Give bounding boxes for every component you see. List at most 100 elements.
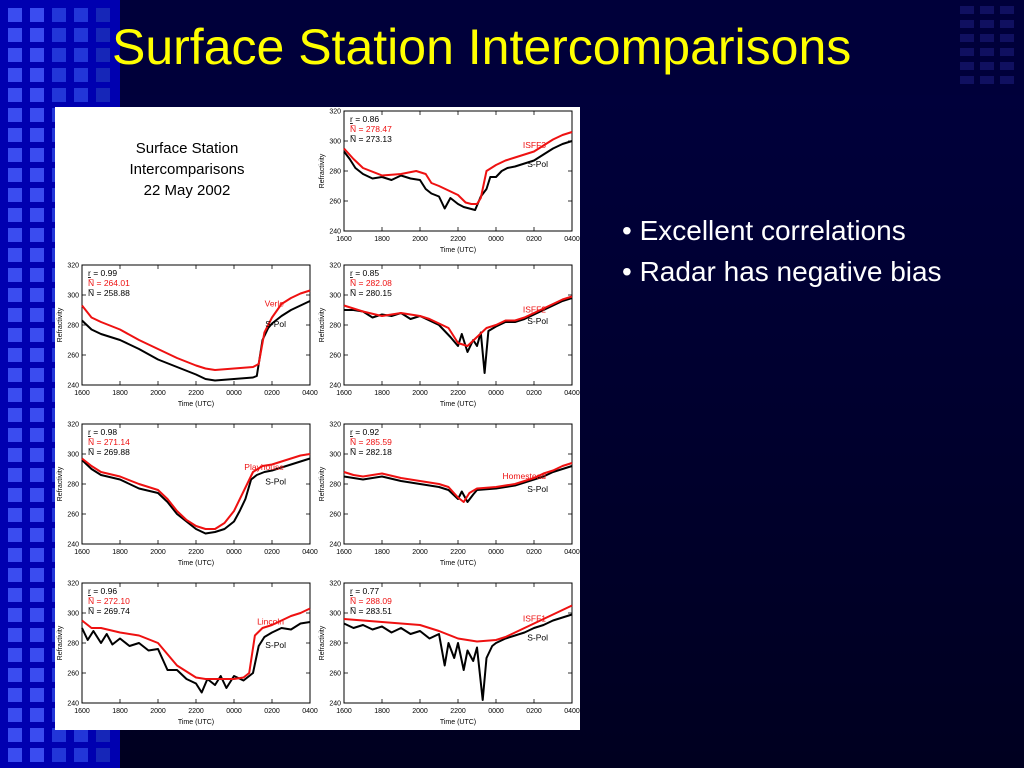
background-square (8, 708, 22, 722)
background-corner-square (1000, 6, 1014, 14)
background-square (52, 28, 66, 42)
bullet-excellent-correlations: • Excellent correlations (622, 215, 906, 246)
y-axis-label: Refractivity (57, 625, 64, 660)
background-square (74, 728, 88, 742)
background-square (8, 548, 22, 562)
chart-isff1: 240 260 280 300 320 1600 1800 2000 2200 0000 0200 0… (319, 581, 580, 727)
series-label-radar: S-Pol (265, 640, 286, 650)
series-line-radar (81, 621, 311, 694)
y-tick-label: 300 (329, 452, 341, 459)
series-label-station: Verle (265, 299, 285, 309)
x-tick-label: 0200 (264, 708, 280, 715)
y-tick-label: 280 (67, 641, 79, 648)
plot-frame (81, 423, 311, 545)
series-label-station: ISFF2 (523, 305, 546, 315)
background-square (30, 508, 44, 522)
y-tick-label: 240 (329, 229, 341, 236)
background-square (8, 108, 22, 122)
x-tick-label: 0000 (488, 549, 504, 556)
plot-frame (343, 423, 573, 545)
x-axis-label: Time (UTC) (178, 401, 214, 408)
x-tick-label: 2200 (188, 549, 204, 556)
x-tick-label: 0000 (488, 708, 504, 715)
background-square (30, 748, 44, 762)
x-tick-label: 0000 (226, 708, 242, 715)
background-corner-square (960, 6, 974, 14)
y-tick-label: 300 (329, 293, 341, 300)
background-square (8, 328, 22, 342)
y-tick-label: 320 (67, 581, 79, 588)
x-tick-label: 1800 (112, 390, 128, 397)
background-square (74, 88, 88, 102)
x-tick-label: 2200 (188, 390, 204, 397)
x-tick-label: 1600 (336, 549, 352, 556)
correlation-label: r = 0.77 (350, 586, 379, 596)
background-square (8, 368, 22, 382)
background-square (30, 228, 44, 242)
x-tick-label: 2000 (150, 549, 166, 556)
background-square (8, 488, 22, 502)
background-square (8, 88, 22, 102)
x-tick-label: 1800 (374, 708, 390, 715)
background-square (8, 348, 22, 362)
background-square (30, 308, 44, 322)
y-tick-label: 280 (329, 641, 341, 648)
series-label-radar: S-Pol (265, 319, 286, 329)
background-square (8, 288, 22, 302)
x-tick-label: 0400 (302, 708, 318, 715)
series-line-station (343, 462, 573, 503)
series-line-radar (81, 457, 311, 535)
background-square (30, 368, 44, 382)
background-square (74, 748, 88, 762)
series-line-radar (81, 300, 311, 382)
background-square (96, 88, 110, 102)
background-square (52, 68, 66, 82)
background-square (30, 388, 44, 402)
x-tick-label: 1600 (74, 708, 90, 715)
y-axis-label: Refractivity (319, 625, 326, 660)
background-square (52, 748, 66, 762)
background-square (52, 48, 66, 62)
x-tick-label: 2000 (150, 708, 166, 715)
background-square (30, 728, 44, 742)
series-label-radar: S-Pol (527, 484, 548, 494)
y-tick-label: 240 (329, 383, 341, 390)
plot-frame (343, 264, 573, 386)
y-tick-label: 280 (67, 323, 79, 330)
background-square (74, 28, 88, 42)
x-tick-label: 0200 (526, 708, 542, 715)
background-square (8, 748, 22, 762)
series-label-station: ISFF1 (523, 614, 546, 624)
series-line-station (81, 289, 311, 371)
background-square (30, 588, 44, 602)
y-tick-label: 280 (329, 169, 341, 176)
chart-playhouse: 240 260 280 300 320 1600 1800 2000 2200 0000 0200 0… (57, 422, 318, 568)
background-corner-square (980, 76, 994, 84)
background-square (30, 408, 44, 422)
background-corner-square (980, 20, 994, 28)
series-line-station (81, 607, 311, 680)
x-axis-label: Time (UTC) (440, 560, 476, 567)
y-tick-label: 300 (67, 452, 79, 459)
background-square (30, 688, 44, 702)
x-tick-label: 1600 (336, 390, 352, 397)
x-tick-label: 0400 (302, 549, 318, 556)
y-tick-label: 320 (329, 263, 341, 270)
background-square (30, 488, 44, 502)
background-title-area (120, 0, 1024, 95)
background-square (8, 228, 22, 242)
background-square (30, 288, 44, 302)
y-tick-label: 320 (67, 422, 79, 429)
background-corner-square (960, 48, 974, 56)
station-mean-label: N̅ = 271.14 (88, 437, 130, 447)
background-square (8, 428, 22, 442)
series-label-radar: S-Pol (527, 159, 548, 169)
y-tick-label: 260 (67, 671, 79, 678)
x-tick-label: 2000 (412, 390, 428, 397)
radar-mean-label: N̅ = 269.74 (88, 606, 130, 616)
radar-mean-label: N̅ = 283.51 (350, 606, 392, 616)
x-tick-label: 1800 (374, 390, 390, 397)
background-square (74, 48, 88, 62)
background-square (96, 8, 110, 22)
background-square (30, 128, 44, 142)
